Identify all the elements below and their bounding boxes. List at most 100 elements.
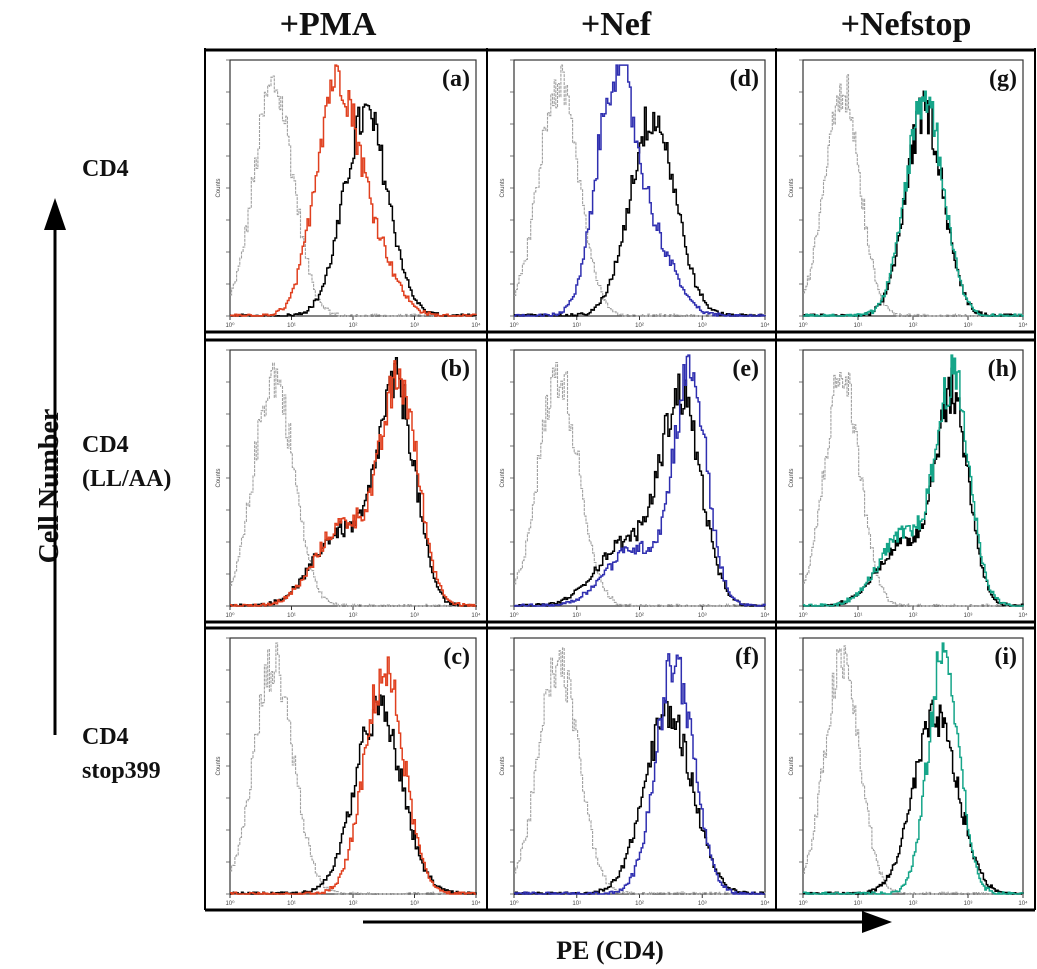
plot-frame — [229, 349, 477, 607]
x-tick-label: 10² — [635, 323, 644, 329]
histogram-nef — [514, 64, 766, 317]
x-tick-label: 10² — [349, 323, 358, 329]
row-label-cd4-llaa: CD4 (LL/AA) — [82, 428, 171, 496]
y-arrow-head — [44, 198, 66, 230]
x-tick-label: 10² — [909, 901, 918, 907]
histogram-pma — [230, 360, 476, 607]
x-tick-label: 10² — [909, 323, 918, 329]
y-axis-title: Counts — [216, 178, 222, 197]
x-tick-label: 10¹ — [287, 323, 296, 329]
y-axis-title: Counts — [500, 756, 506, 775]
column-header-nefstop: +Nefstop — [840, 6, 972, 43]
panel-label: (a) — [442, 66, 470, 92]
panel-label: (g) — [989, 66, 1017, 92]
plot-frame — [229, 637, 477, 895]
x-tick-label: 10³ — [698, 901, 707, 907]
plot-frame — [513, 349, 766, 607]
histogram-control — [803, 371, 1024, 607]
x-tick-label: 10³ — [410, 901, 419, 907]
x-tick-label: 10⁴ — [1018, 612, 1028, 619]
y-axis-title: Counts — [500, 468, 506, 487]
histogram-control — [803, 74, 1024, 317]
histogram-panel: 10⁰ 10¹ 10² 10³ 10⁴ Counts (f) — [500, 637, 770, 907]
plot-frame — [802, 349, 1024, 607]
y-axis-title: Counts — [789, 178, 795, 197]
x-tick-label: 10¹ — [854, 901, 863, 907]
x-tick-label: 10² — [635, 901, 644, 907]
histogram-reference — [230, 694, 477, 895]
panel-label: (i) — [994, 644, 1017, 670]
column-header-nef: +Nef — [580, 6, 652, 43]
histogram-panel: 10⁰ 10¹ 10² 10³ 10⁴ Counts (e) — [500, 349, 770, 619]
panel-label: (d) — [730, 66, 759, 92]
y-axis-title: Counts — [789, 468, 795, 487]
histogram-nef — [514, 354, 766, 607]
histogram-panel: 10⁰ 10¹ 10² 10³ 10⁴ Counts (h) — [789, 349, 1028, 619]
x-tick-label: 10¹ — [572, 613, 581, 619]
x-tick-label: 10² — [635, 613, 644, 619]
histogram-control — [514, 647, 766, 895]
x-tick-label: 10⁰ — [798, 322, 808, 329]
x-arrow-head — [862, 911, 892, 933]
histogram-pma — [230, 64, 477, 317]
histogram-control — [514, 361, 766, 607]
x-tick-label: 10⁴ — [1018, 900, 1028, 907]
x-tick-label: 10¹ — [287, 613, 296, 619]
x-tick-label: 10⁰ — [509, 322, 519, 329]
x-tick-label: 10³ — [698, 323, 707, 329]
panel-label: (c) — [443, 644, 470, 670]
x-tick-label: 10⁴ — [471, 612, 481, 619]
histogram-panel: 10⁰ 10¹ 10² 10³ 10⁴ Counts (i) — [789, 637, 1028, 907]
y-axis-title: Counts — [216, 756, 222, 775]
histogram-nef — [514, 653, 765, 895]
x-tick-label: 10¹ — [287, 901, 296, 907]
x-tick-label: 10³ — [410, 323, 419, 329]
x-tick-label: 10⁰ — [225, 900, 235, 907]
histogram-reference — [514, 106, 766, 317]
histogram-nefstop — [803, 90, 1024, 317]
plot-frame — [513, 59, 766, 317]
row-label-cd4-stop399-line2: stop399 — [82, 758, 161, 784]
histogram-nefstop — [803, 642, 1024, 895]
plot-frame — [802, 59, 1024, 317]
panel-label: (h) — [988, 356, 1017, 382]
x-tick-label: 10⁴ — [471, 900, 481, 907]
column-header-pma: +PMA — [279, 6, 377, 43]
histogram-control — [230, 642, 477, 895]
histogram-panel: 10⁰ 10¹ 10² 10³ 10⁴ Counts (d) — [500, 59, 770, 329]
row-label-cd4-stop399: CD4 stop399 — [82, 720, 161, 788]
y-axis-title: Counts — [789, 756, 795, 775]
x-tick-label: 10¹ — [572, 323, 581, 329]
row-label-cd4: CD4 — [82, 152, 129, 186]
histogram-reference — [514, 699, 765, 895]
x-tick-label: 10¹ — [572, 901, 581, 907]
histogram-panel: 10⁰ 10¹ 10² 10³ 10⁴ Counts (c) — [216, 637, 481, 907]
x-axis-label: PE (CD4) — [556, 936, 664, 965]
row-label-cd4-line1: CD4 — [82, 156, 129, 182]
x-tick-label: 10³ — [964, 323, 973, 329]
x-tick-label: 10⁴ — [760, 900, 770, 907]
y-axis-title: Counts — [216, 468, 222, 487]
histogram-reference — [230, 357, 477, 607]
histogram-control — [230, 75, 477, 317]
histogram-control — [514, 64, 766, 317]
row-label-cd4-stop399-line1: CD4 — [82, 724, 129, 750]
x-tick-label: 10² — [349, 613, 358, 619]
panel-label: (f) — [735, 644, 759, 670]
histogram-reference — [803, 90, 1023, 317]
x-tick-label: 10⁴ — [471, 322, 481, 329]
x-tick-label: 10¹ — [854, 323, 863, 329]
x-tick-label: 10¹ — [854, 613, 863, 619]
histogram-reference — [230, 103, 477, 317]
x-tick-label: 10⁰ — [798, 612, 808, 619]
histogram-panel: 10⁰ 10¹ 10² 10³ 10⁴ Counts (a) — [216, 59, 481, 329]
histogram-panel: 10⁰ 10¹ 10² 10³ 10⁴ Counts (g) — [789, 59, 1028, 329]
x-tick-label: 10³ — [698, 613, 707, 619]
histogram-control — [230, 362, 477, 607]
x-tick-label: 10² — [349, 901, 358, 907]
x-tick-label: 10² — [909, 613, 918, 619]
histogram-pma — [230, 656, 476, 895]
